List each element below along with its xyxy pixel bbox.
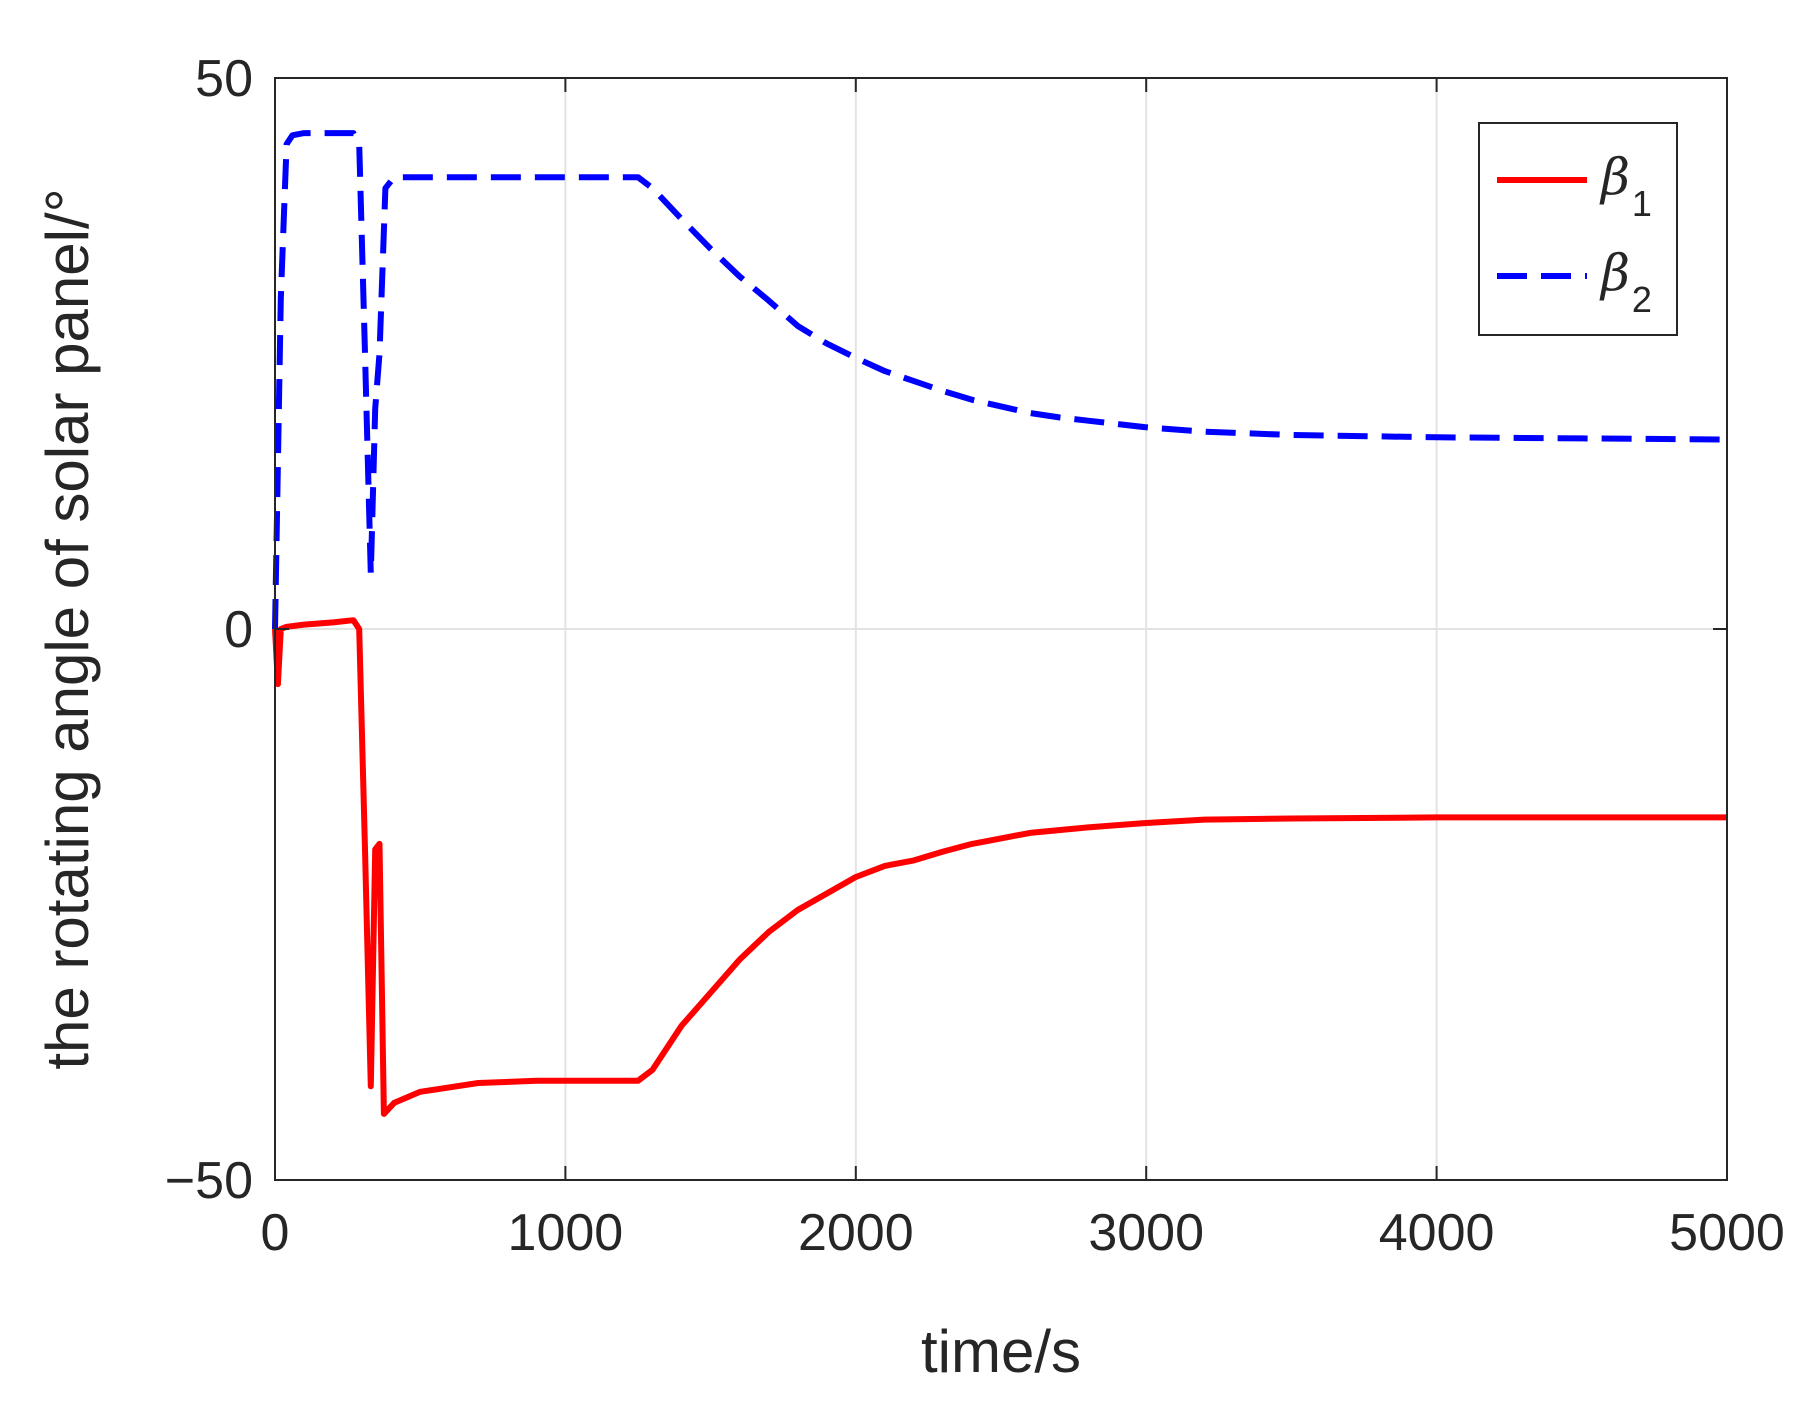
x-tick-label: 0 xyxy=(261,1204,290,1262)
legend-symbol: β xyxy=(1599,148,1630,206)
legend-subscript: 1 xyxy=(1632,183,1652,224)
tick-marks xyxy=(274,77,1728,1181)
series-lines xyxy=(272,130,1728,1117)
legend-subscript: 2 xyxy=(1632,279,1652,320)
x-tick-label: 5000 xyxy=(1669,1204,1785,1262)
legend-label-beta-1: β1 xyxy=(1599,148,1652,224)
x-tick-label: 2000 xyxy=(798,1204,914,1262)
x-axis-label: time/s xyxy=(921,1318,1081,1385)
series-line-beta-2 xyxy=(272,130,1728,630)
x-tick-label: 3000 xyxy=(1088,1204,1204,1262)
x-tick-label: 1000 xyxy=(508,1204,624,1262)
series-line-beta-1 xyxy=(272,617,1727,1117)
y-axis-label: the rotating angle of solar panel/° xyxy=(34,188,101,1069)
y-tick-label: −50 xyxy=(165,1152,253,1210)
y-tick-label: 0 xyxy=(224,601,253,659)
legend-label-beta-2: β2 xyxy=(1599,244,1652,320)
legend-symbol: β xyxy=(1599,244,1630,302)
x-tick-label: 4000 xyxy=(1379,1204,1495,1262)
y-tick-label: 50 xyxy=(195,50,253,108)
legend-box xyxy=(1478,122,1678,336)
